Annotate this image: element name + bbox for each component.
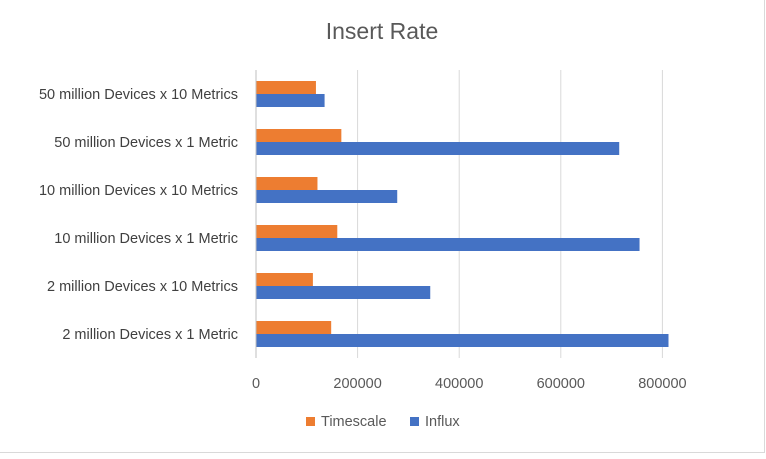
legend: Timescale Influx bbox=[306, 414, 460, 430]
bar-timescale bbox=[256, 225, 338, 238]
legend-label-timescale: Timescale bbox=[321, 414, 387, 430]
bar-timescale bbox=[256, 321, 332, 334]
x-tick-label: 200000 bbox=[333, 376, 381, 392]
bar-timescale bbox=[256, 81, 316, 94]
bar-influx bbox=[256, 142, 620, 155]
x-tick-label: 0 bbox=[252, 376, 260, 392]
bar-influx bbox=[256, 238, 640, 251]
bar-influx bbox=[256, 286, 431, 299]
legend-swatch-influx bbox=[410, 417, 419, 426]
category-label: 10 million Devices x 1 Metric bbox=[54, 231, 238, 247]
legend-label-influx: Influx bbox=[425, 414, 460, 430]
x-tick-label: 600000 bbox=[537, 376, 585, 392]
bar-timescale bbox=[256, 177, 318, 190]
bar-timescale bbox=[256, 129, 342, 142]
gridlines bbox=[357, 70, 663, 358]
category-label: 10 million Devices x 10 Metrics bbox=[39, 183, 238, 199]
bar-timescale bbox=[256, 273, 313, 286]
bar-influx bbox=[256, 334, 669, 347]
legend-swatch-timescale bbox=[306, 417, 315, 426]
bar-influx bbox=[256, 94, 325, 107]
x-tick-label: 800000 bbox=[638, 376, 686, 392]
category-label: 2 million Devices x 1 Metric bbox=[62, 327, 238, 343]
chart-title: Insert Rate bbox=[326, 18, 439, 44]
category-label: 50 million Devices x 10 Metrics bbox=[39, 87, 238, 103]
category-label: 50 million Devices x 1 Metric bbox=[54, 135, 238, 151]
x-tick-label: 400000 bbox=[435, 376, 483, 392]
bar-influx bbox=[256, 190, 398, 203]
category-label: 2 million Devices x 10 Metrics bbox=[47, 279, 238, 295]
axes: 0 200000 400000 600000 800000 50 million Devi… bbox=[39, 70, 687, 392]
bars bbox=[256, 81, 669, 347]
